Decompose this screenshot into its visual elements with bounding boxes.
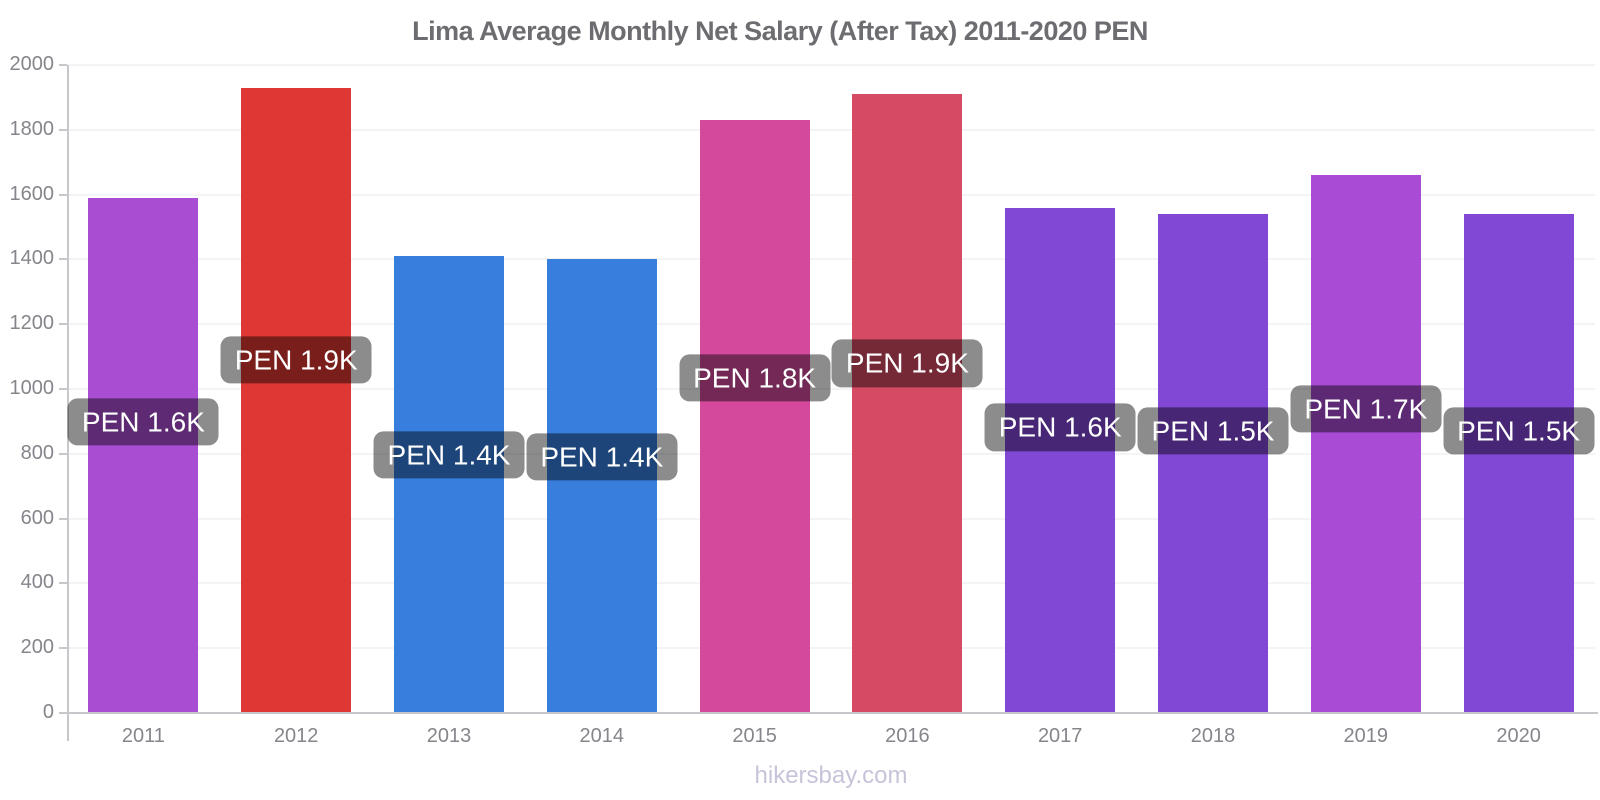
gridline-2000 — [67, 64, 1595, 66]
x-axis-line — [67, 712, 1598, 714]
bar-2017[interactable] — [1005, 207, 1116, 713]
y-tick-mark-1000 — [59, 388, 67, 390]
y-tick-label-1000: 1000 — [9, 377, 55, 399]
gridline-1600 — [67, 193, 1595, 196]
bar-2015[interactable] — [699, 120, 810, 713]
gridline-200 — [67, 647, 1595, 650]
y-tick-mark-200 — [59, 647, 67, 650]
footer-brand: hikersbay.com — [754, 762, 908, 789]
x-tick-label-2012: 2012 — [273, 725, 319, 747]
y-axis-line — [67, 65, 69, 741]
bar-value-label-2014: PEN 1.4K — [526, 433, 678, 481]
y-tick-mark-800 — [59, 452, 67, 455]
x-tick-label-2015: 2015 — [732, 725, 777, 747]
x-tick-label-2017: 2017 — [1037, 725, 1083, 747]
y-tick-mark-0 — [59, 712, 67, 714]
bar-value-label-2012: PEN 1.9K — [220, 336, 372, 384]
bar-2018[interactable] — [1158, 214, 1268, 713]
gridline-1800 — [67, 128, 1595, 131]
x-tick-label-2020: 2020 — [1496, 725, 1541, 747]
y-tick-mark-400 — [59, 582, 67, 585]
bar-2013[interactable] — [394, 256, 504, 713]
bar-2016[interactable] — [852, 94, 963, 713]
y-tick-label-1200: 1200 — [9, 312, 55, 335]
bar-2012[interactable] — [241, 87, 352, 713]
bar-2020[interactable] — [1463, 214, 1574, 713]
y-tick-label-800: 800 — [20, 441, 54, 464]
gridline-1400 — [67, 258, 1595, 261]
bar-value-label-2011: PEN 1.6K — [67, 398, 219, 446]
bar-value-label-2015: PEN 1.8K — [679, 354, 831, 402]
x-tick-label-2014: 2014 — [579, 725, 625, 747]
gridline-1200 — [67, 323, 1595, 326]
y-tick-label-400: 400 — [20, 571, 54, 594]
y-tick-label-0: 0 — [42, 701, 54, 723]
y-tick-label-1800: 1800 — [9, 117, 55, 140]
y-tick-label-200: 200 — [20, 636, 54, 659]
gridline-800 — [67, 452, 1595, 455]
y-tick-label-2000: 2000 — [9, 53, 55, 75]
y-tick-mark-1800 — [59, 128, 67, 131]
bar-value-label-2016: PEN 1.9K — [831, 339, 983, 387]
y-tick-mark-1400 — [59, 258, 67, 261]
x-tick-label-2016: 2016 — [885, 725, 930, 747]
y-tick-mark-2000 — [59, 64, 67, 66]
bar-value-label-2017: PEN 1.6K — [984, 403, 1136, 452]
x-tick-label-2013: 2013 — [426, 725, 472, 747]
y-tick-mark-600 — [59, 517, 67, 520]
x-tick-label-2018: 2018 — [1190, 725, 1236, 747]
y-tick-label-1600: 1600 — [9, 182, 55, 205]
bar-value-label-2018: PEN 1.5K — [1137, 407, 1289, 455]
bar-value-label-2019: PEN 1.7K — [1290, 385, 1442, 433]
bar-value-label-2013: PEN 1.4K — [373, 431, 525, 479]
gridline-400 — [67, 582, 1595, 585]
y-tick-mark-1600 — [59, 193, 67, 196]
x-tick-label-2019: 2019 — [1343, 725, 1389, 747]
chart-title: Lima Average Monthly Net Salary (After T… — [412, 16, 1148, 46]
x-tick-label-2011: 2011 — [121, 725, 165, 747]
y-tick-mark-1200 — [59, 323, 67, 326]
gridline-600 — [67, 517, 1595, 520]
gridline-1000 — [67, 388, 1595, 390]
bar-value-label-2020: PEN 1.5K — [1443, 407, 1595, 455]
y-tick-label-1400: 1400 — [9, 247, 55, 270]
bar-2011[interactable] — [88, 197, 199, 713]
bar-2014[interactable] — [546, 259, 657, 713]
y-tick-label-600: 600 — [20, 506, 54, 529]
bar-2019[interactable] — [1310, 175, 1421, 713]
